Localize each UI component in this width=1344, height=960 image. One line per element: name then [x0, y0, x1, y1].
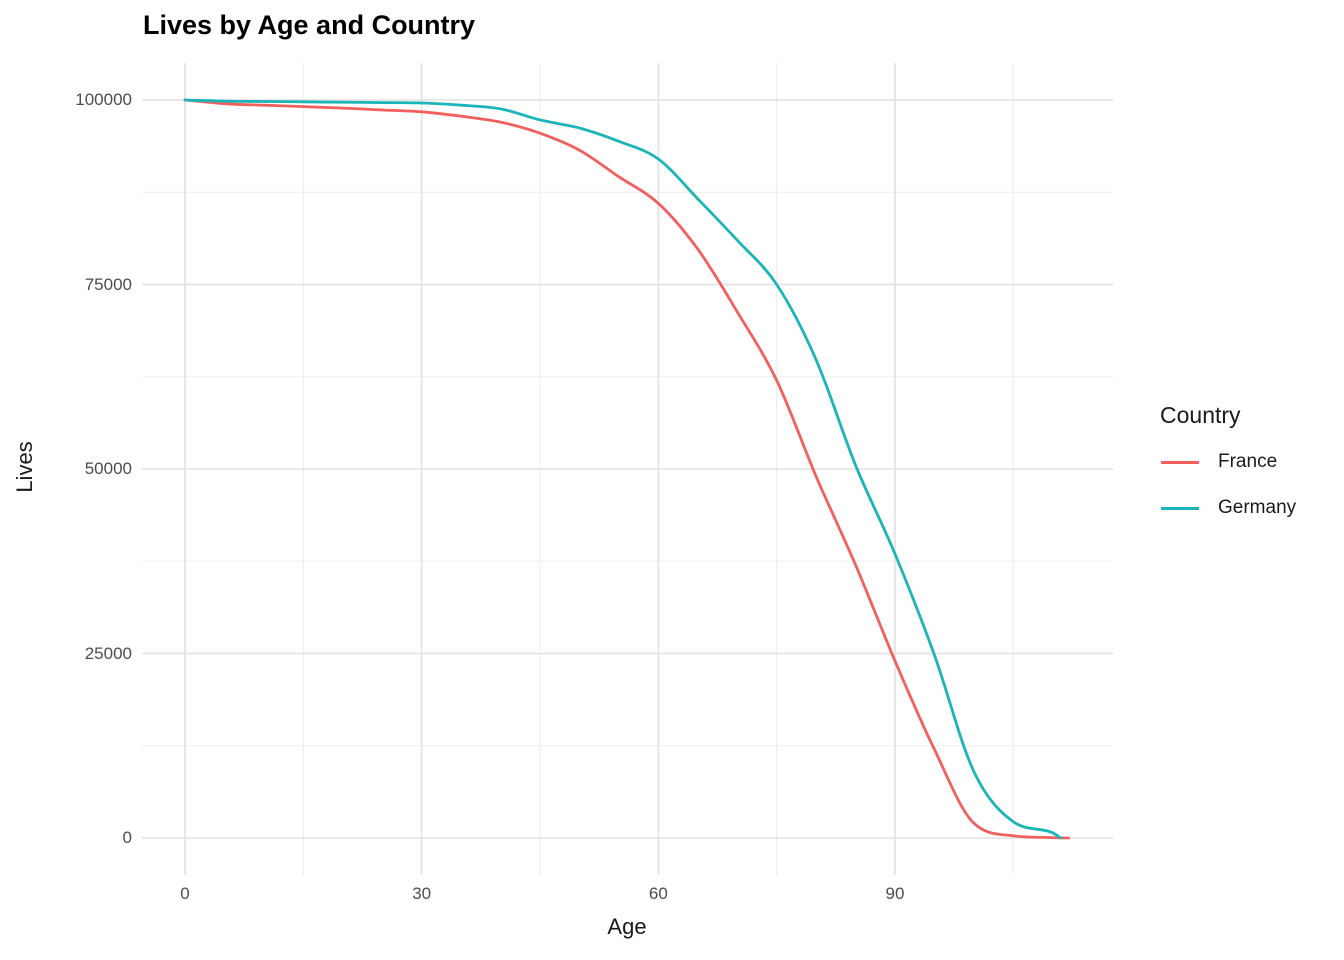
legend: Country France Germany [1158, 402, 1296, 539]
legend-label: Germany [1218, 497, 1297, 518]
legend-key-line [1161, 506, 1199, 510]
france-line [183, 98, 1070, 840]
x-tick-label: 0 [180, 884, 190, 903]
x-axis-title: Age [607, 914, 647, 939]
y-tick-label: 50000 [84, 459, 132, 478]
legend-key-line [1161, 460, 1199, 464]
legend-title: Country [1160, 402, 1241, 428]
chart-title: Lives by Age and Country [143, 10, 476, 40]
x-tick-label: 60 [648, 884, 668, 903]
legend-entry-germany: Germany [1158, 493, 1296, 523]
y-tick-label: 25000 [84, 643, 132, 663]
x-tick-label: 30 [412, 884, 432, 903]
germany-line [183, 98, 1063, 840]
y-tick-label: 100000 [75, 90, 132, 109]
y-tick-label: 75000 [84, 274, 132, 294]
legend-entry-france: France [1158, 447, 1296, 477]
x-tick-label: 90 [885, 884, 905, 903]
y-axis-title: Lives [12, 441, 37, 493]
legend-label: France [1218, 451, 1278, 472]
y-tick-label: 0 [122, 828, 132, 847]
